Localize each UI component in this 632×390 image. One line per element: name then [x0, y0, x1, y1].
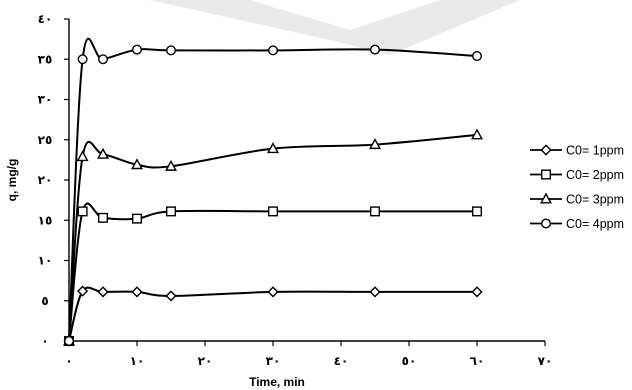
legend-marker-circle: [541, 218, 552, 229]
data-point-triangle: [131, 158, 143, 170]
x-tick-label: ٣٠: [266, 354, 281, 368]
y-tick-label: ١٥: [38, 213, 53, 227]
legend-label: C0= 3ppm: [566, 193, 624, 207]
x-tick-label: ١٠: [130, 354, 145, 368]
data-point-triangle: [471, 128, 483, 140]
data-point-diamond: [77, 285, 89, 297]
data-point-diamond: [165, 290, 177, 302]
y-tick-label: ٤٠: [38, 12, 53, 26]
data-point-diamond: [131, 286, 143, 298]
data-point-circle: [63, 336, 74, 347]
series-3: [63, 128, 483, 346]
series-4: [63, 37, 483, 347]
data-point-square: [97, 212, 108, 223]
legend-entry: C0= 4ppm: [530, 217, 624, 231]
legend: C0= 1ppm C0= 2ppm C0= 3ppm C0= 4ppm: [530, 144, 624, 231]
data-point-triangle: [369, 138, 381, 150]
series-layer: [63, 37, 483, 347]
legend-marker-diamond: [540, 144, 552, 156]
data-point-circle: [165, 45, 176, 56]
y-tick-label: ٢٠: [38, 173, 53, 187]
ticks: ٠ ٥ ١٠ ١٥ ٢٠ ٢٥ ٣٠ ٣٥ ٤٠ ٠ ١٠ ٢٠ ٣٠ ٤٠ ٥٠ ٦٠ ٧٠: [38, 12, 553, 368]
x-axis-title: Time, min: [249, 375, 305, 389]
y-axis-title: q, mg/g: [5, 159, 19, 202]
data-point-triangle: [97, 147, 109, 159]
x-tick-label: ٢٠: [198, 354, 213, 368]
data-point-diamond: [267, 286, 279, 298]
data-point-square: [77, 206, 88, 217]
series-2: [63, 202, 483, 347]
data-point-square: [370, 206, 381, 217]
data-point-diamond: [369, 286, 381, 298]
y-tick-label: ٢٥: [38, 133, 53, 147]
series-line: [68, 133, 478, 342]
series-1: [63, 285, 483, 347]
x-tick-label: ٤٠: [334, 354, 349, 368]
data-point-square: [472, 206, 483, 217]
legend-label: C0= 1ppm: [566, 144, 624, 158]
data-point-circle: [97, 54, 108, 65]
data-point-square: [165, 206, 176, 217]
legend-entry: C0= 3ppm: [530, 193, 624, 207]
legend-marker-square: [541, 169, 552, 180]
data-point-triangle: [165, 159, 177, 171]
legend-marker-triangle: [540, 192, 552, 204]
series-line: [68, 202, 477, 342]
data-point-circle: [472, 51, 483, 62]
x-tick-label: ٧٠: [538, 354, 553, 368]
x-tick-label: ٦٠: [470, 354, 485, 368]
data-point-triangle: [76, 150, 89, 162]
data-point-square: [268, 206, 279, 217]
legend-entry: C0= 1ppm: [530, 144, 624, 158]
y-tick-label: ٣٥: [38, 52, 53, 66]
y-tick-label: ١٠: [38, 254, 53, 268]
data-point-circle: [131, 44, 142, 55]
legend-entry: C0= 2ppm: [530, 168, 624, 182]
y-tick-label: ٣٠: [38, 93, 53, 107]
legend-label: C0= 4ppm: [566, 217, 624, 231]
data-point-circle: [77, 54, 88, 65]
series-line: [68, 37, 478, 342]
y-tick-label: ٠: [41, 334, 48, 348]
data-point-square: [131, 213, 142, 224]
data-point-triangle: [267, 142, 279, 154]
y-tick-label: ٥: [41, 294, 48, 308]
legend-label: C0= 2ppm: [566, 168, 624, 182]
data-point-circle: [370, 44, 381, 55]
data-point-diamond: [471, 286, 483, 298]
x-tick-label: ٥٠: [402, 354, 417, 368]
x-tick-label: ٠: [65, 354, 72, 368]
data-point-diamond: [97, 286, 109, 298]
watermark-stroke: [150, 0, 520, 55]
data-point-circle: [268, 45, 279, 56]
